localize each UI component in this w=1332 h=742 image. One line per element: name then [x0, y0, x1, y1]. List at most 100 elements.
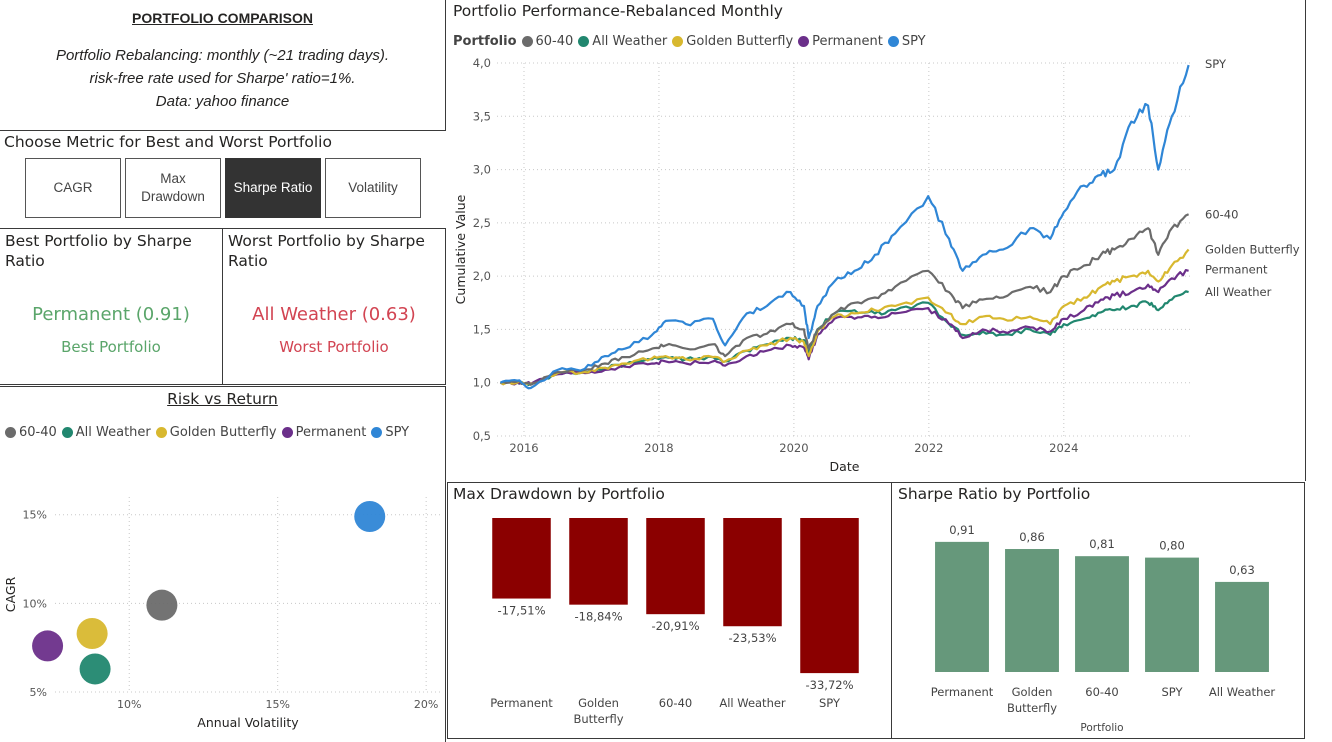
legend-dot-icon	[61, 427, 73, 438]
legend-label: Permanent	[295, 425, 367, 440]
intro-line-rebalancing: Portfolio Rebalancing: monthly (~21 trad…	[55, 47, 390, 64]
x-axis-label: Annual Volatility	[197, 715, 299, 730]
intro-description: Portfolio Rebalancing: monthly (~21 trad…	[0, 44, 445, 113]
risk-return-legend-item-all-weather[interactable]: All Weather	[61, 425, 151, 440]
worst-card-subtitle: Worst Portfolio	[279, 338, 389, 356]
y-tick-label: 1,0	[473, 376, 491, 390]
metric-button-cagr[interactable]: CAGR	[25, 158, 121, 218]
y-tick-label: 4,0	[473, 56, 491, 70]
intro-panel: PORTFOLIO COMPARISON Portfolio Rebalanci…	[0, 0, 446, 131]
performance-legend-title: Portfolio	[453, 34, 517, 49]
category-label: All Weather	[719, 696, 786, 710]
legend-label: SPY	[901, 34, 926, 49]
bar-value-label: 0,91	[949, 523, 975, 537]
bar-permanent	[935, 541, 989, 672]
category-label: 60-40	[1085, 685, 1118, 699]
performance-legend-item-60-40[interactable]: 60-40	[521, 34, 574, 49]
bar-value-label: 0,86	[1019, 530, 1045, 544]
performance-legend-item-golden-butterfly[interactable]: Golden Butterfly	[672, 34, 793, 49]
metric-selector-panel: Choose Metric for Best and Worst Portfol…	[0, 130, 448, 229]
x-tick-label: 10%	[117, 698, 141, 711]
y-axis-label: CAGR	[3, 576, 18, 612]
bar-value-label: 0,81	[1089, 537, 1115, 551]
category-label: Butterfly	[1007, 701, 1057, 715]
best-card-title: Best Portfolio by Sharpe Ratio	[5, 232, 192, 270]
worst-portfolio-card: Worst Portfolio by Sharpe Ratio All Weat…	[222, 228, 446, 385]
series-line-golden-butterfly	[499, 248, 1190, 386]
legend-dot-icon	[798, 36, 810, 47]
risk-return-legend-item-spy[interactable]: SPY	[371, 425, 409, 440]
best-card-subtitle: Best Portfolio	[61, 338, 161, 356]
bar-value-label: -20,91%	[652, 619, 700, 633]
scatter-point-permanent	[32, 630, 64, 662]
end-label-golden-butterfly: Golden Butterfly	[1205, 243, 1300, 257]
category-label: SPY	[819, 696, 841, 710]
metric-button-label: Volatility	[348, 180, 398, 195]
y-tick-label: 10%	[23, 597, 47, 610]
legend-dot-icon	[371, 427, 383, 438]
x-tick-label: 15%	[265, 698, 289, 711]
worst-card-title: Worst Portfolio by Sharpe Ratio	[228, 232, 425, 270]
metric-selector-title: Choose Metric for Best and Worst Portfol…	[4, 133, 332, 151]
y-tick-label: 15%	[23, 509, 47, 522]
y-tick-label: 3,5	[473, 109, 491, 123]
end-label-permanent: Permanent	[1205, 263, 1268, 277]
category-label: SPY	[1161, 685, 1183, 699]
bar-spy	[1145, 557, 1199, 672]
legend-dot-icon	[578, 36, 590, 47]
performance-legend-item-spy[interactable]: SPY	[887, 34, 926, 49]
end-label-spy: SPY	[1205, 57, 1227, 71]
drawdown-title: Max Drawdown by Portfolio	[453, 485, 665, 503]
legend-dot-icon	[5, 427, 16, 438]
risk-return-legend: 60-40 All Weather Golden Butterfly Permanen…	[5, 425, 414, 440]
y-tick-label: 3,0	[473, 163, 491, 177]
performance-legend-item-all-weather[interactable]: All Weather	[578, 34, 667, 49]
metric-button-label: Max Drawdown	[141, 171, 205, 204]
scatter-point-60-40	[146, 589, 178, 621]
legend-dot-icon	[887, 36, 899, 47]
x-axis-label: Portfolio	[1080, 722, 1123, 734]
risk-return-legend-item-golden-butterfly[interactable]: Golden Butterfly	[155, 425, 277, 440]
bar-permanent	[492, 518, 551, 599]
performance-legend-item-permanent[interactable]: Permanent	[798, 34, 883, 49]
legend-dot-icon	[155, 427, 167, 438]
x-tick-label: 20%	[414, 698, 438, 711]
best-portfolio-card: Best Portfolio by Sharpe Ratio Permanent…	[0, 228, 223, 385]
x-tick-label: 2024	[1049, 441, 1078, 455]
legend-label: Golden Butterfly	[686, 34, 794, 49]
legend-label: Permanent	[812, 34, 883, 49]
y-tick-label: 2,0	[473, 269, 491, 283]
x-tick-label: 2018	[644, 441, 673, 455]
sharpe-chart: 0,91 Permanent 0,86 Golden Butterfly 0,81 60-4…	[931, 523, 1276, 734]
dashboard-title: PORTFOLIO COMPARISON	[132, 10, 313, 26]
bar-60-40	[646, 518, 705, 615]
category-label: All Weather	[1209, 685, 1276, 699]
y-axis-label: Cumulative Value	[453, 194, 468, 304]
legend-dot-icon	[672, 36, 684, 47]
y-tick-label: 0,5	[473, 429, 491, 443]
category-label: Golden	[1012, 685, 1053, 699]
bar-all-weather	[723, 518, 782, 627]
drawdown-chart: -17,51% Permanent -18,84% Golden Butterfly -2…	[490, 518, 859, 726]
risk-return-legend-item-permanent[interactable]: Permanent	[281, 425, 367, 440]
metric-button-label: Sharpe Ratio	[233, 180, 313, 195]
scatter-point-all-weather	[79, 653, 111, 685]
legend-label: 60-40	[535, 34, 574, 49]
performance-chart: 0,5 1,0 1,5 2,0 2,5 3,0 3,5 4,0 2016 2018 2020 2022…	[453, 56, 1300, 474]
bar-value-label: -17,51%	[498, 604, 546, 618]
bar-golden-butterfly	[569, 518, 628, 605]
y-tick-label: 2,5	[473, 216, 491, 230]
bar-60-40	[1075, 556, 1129, 672]
worst-card-value: All Weather (0.63)	[252, 304, 416, 325]
metric-button-max-drawdown[interactable]: Max Drawdown	[125, 158, 221, 218]
category-label: Butterfly	[573, 712, 623, 726]
bar-golden-butterfly	[1005, 549, 1059, 672]
category-label: 60-40	[659, 696, 692, 710]
risk-return-legend-item-60-40[interactable]: 60-40	[5, 425, 57, 440]
legend-dot-icon	[281, 427, 293, 438]
metric-button-sharpe-ratio[interactable]: Sharpe Ratio	[225, 158, 321, 218]
performance-legend: Portfolio 60-40 All Weather Golden Butterf…	[453, 34, 931, 49]
legend-label: All Weather	[592, 34, 668, 49]
scatter-point-spy	[354, 501, 386, 532]
metric-button-volatility[interactable]: Volatility	[325, 158, 421, 218]
